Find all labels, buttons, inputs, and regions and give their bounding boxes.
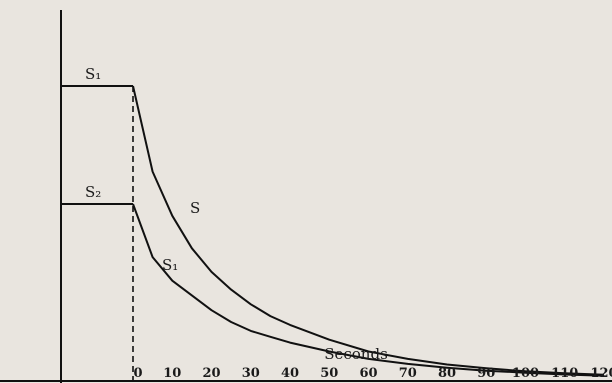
plateau-label-2: S₂ xyxy=(85,183,101,201)
x-tick-label: 90 xyxy=(477,366,495,381)
x-tick-label: 110 xyxy=(551,366,578,381)
x-tick-label: 40 xyxy=(281,366,299,381)
x-tick-label: 120 xyxy=(590,366,612,381)
x-tick-label: 50 xyxy=(320,366,338,381)
series-group: S₁ S₂ S S₁ xyxy=(61,65,605,377)
plateau-label-1: S₁ xyxy=(85,65,101,83)
x-tick-label: 10 xyxy=(163,366,181,381)
x-tick-label: 20 xyxy=(202,366,220,381)
x-tick-label: 70 xyxy=(399,366,417,381)
x-tick-label: 60 xyxy=(359,366,377,381)
x-axis-label: Seconds xyxy=(324,345,388,363)
x-tick-label: 80 xyxy=(438,366,456,381)
x-tick-label: 30 xyxy=(242,366,260,381)
x-tick-labels: 0 10 20 30 40 50 60 70 80 90 100 110 120 xyxy=(133,366,612,381)
x-tick-label: 0 xyxy=(133,366,142,381)
series-line-1 xyxy=(132,85,605,376)
series-label-1: S xyxy=(190,199,200,217)
series-label-2: S₁ xyxy=(162,256,178,274)
series-line-2 xyxy=(132,203,605,377)
x-tick-label: 100 xyxy=(512,366,539,381)
